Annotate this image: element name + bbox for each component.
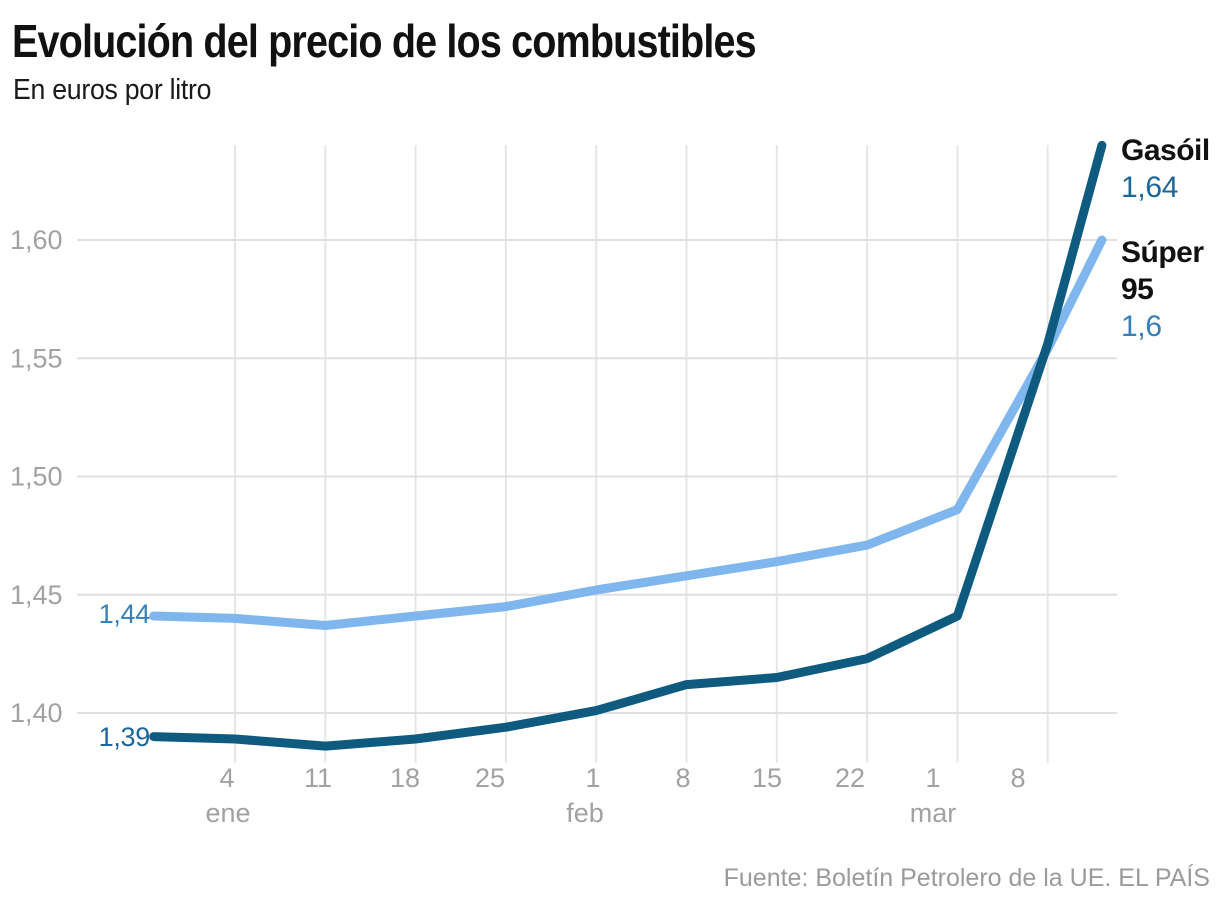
x-month-label: feb <box>566 798 604 828</box>
x-tick-label: 8 <box>1010 763 1025 793</box>
gasoil-series-name: Gasóil <box>1121 134 1210 167</box>
super95-start-value: 1,44 <box>98 599 151 629</box>
x-month-label: mar <box>910 798 957 828</box>
gasoil-end-label: Gasóil 1,64 <box>1121 132 1220 206</box>
chart-title: Evolución del precio de los combustibles <box>12 15 757 67</box>
x-tick-label: 15 <box>752 763 782 793</box>
y-tick-label: 1,55 <box>10 343 63 373</box>
x-tick-label: 1 <box>925 763 940 793</box>
source-attribution: Fuente: Boletín Petrolero de la UE. EL P… <box>723 864 1210 892</box>
gasoil-end-value: 1,64 <box>1121 171 1179 204</box>
x-tick-label: 11 <box>304 763 332 793</box>
x-tick-label: 22 <box>835 763 865 793</box>
x-tick-label: 8 <box>675 763 690 793</box>
y-tick-label: 1,40 <box>10 698 63 728</box>
y-tick-label: 1,50 <box>10 462 63 492</box>
super95-end-label: Súper 95 1,6 <box>1121 234 1220 345</box>
gasoil-start-value: 1,39 <box>98 722 151 752</box>
x-tick-label: 1 <box>585 763 600 793</box>
x-tick-label: 25 <box>475 763 505 793</box>
series-line-super95 <box>149 235 1107 630</box>
super95-series-name: Súper 95 <box>1121 236 1204 306</box>
super95-end-value: 1,6 <box>1121 310 1162 343</box>
x-month-label: ene <box>205 798 250 828</box>
chart-subtitle: En euros por litro <box>13 74 212 106</box>
x-tick-label: 18 <box>390 763 420 793</box>
y-tick-label: 1,60 <box>10 225 63 255</box>
y-tick-label: 1,45 <box>10 580 63 610</box>
x-tick-label: 4 <box>219 763 234 793</box>
series-line-gasoil <box>149 140 1107 751</box>
